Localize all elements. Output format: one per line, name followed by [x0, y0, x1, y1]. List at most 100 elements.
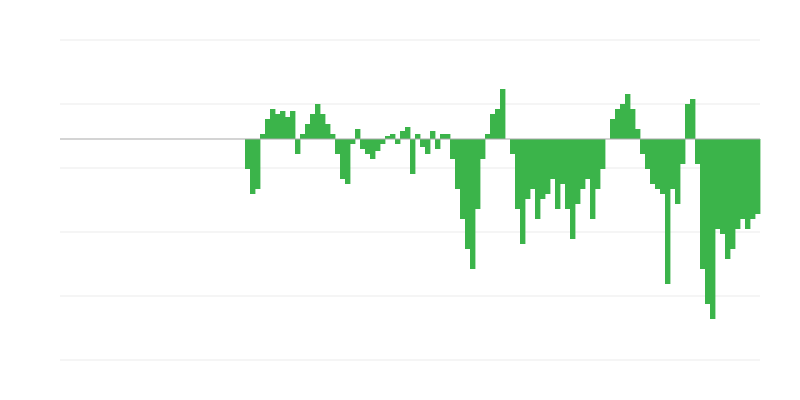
bar: [575, 139, 581, 204]
bar: [250, 139, 256, 194]
bar: [625, 94, 631, 139]
bar: [525, 139, 531, 199]
bar: [530, 139, 536, 189]
bar: [440, 134, 446, 139]
bar: [685, 104, 691, 139]
bar: [300, 134, 306, 139]
bar: [655, 139, 661, 189]
bar: [755, 139, 761, 214]
bar: [375, 139, 381, 151]
bar: [490, 114, 496, 139]
bar: [565, 139, 571, 209]
bar: [535, 139, 541, 219]
bar: [410, 139, 416, 174]
bar: [340, 139, 346, 179]
bar: [735, 139, 741, 229]
bar: [690, 99, 696, 139]
bar: [470, 139, 476, 269]
bar: [665, 139, 671, 284]
bar: [345, 139, 351, 184]
bar: [385, 136, 391, 139]
bar: [585, 139, 591, 179]
bar: [465, 139, 471, 249]
bar: [255, 139, 261, 189]
bar: [635, 129, 641, 139]
bar: [315, 104, 321, 139]
bar: [515, 139, 521, 209]
bar: [640, 139, 646, 154]
bar: [395, 139, 401, 144]
bar: [520, 139, 526, 244]
bar: [725, 139, 731, 259]
bar: [595, 139, 601, 189]
bar: [675, 139, 681, 204]
bar: [335, 139, 341, 154]
bar: [365, 139, 371, 154]
bar: [290, 111, 296, 139]
bar: [260, 134, 266, 139]
bar: [400, 131, 406, 139]
bar: [580, 139, 586, 189]
bar: [455, 139, 461, 189]
bar: [350, 139, 356, 144]
bar: [320, 114, 326, 139]
bar: [730, 139, 736, 249]
bar: [715, 139, 721, 229]
bar: [570, 139, 576, 239]
bar: [380, 139, 386, 144]
bar: [450, 139, 456, 159]
bar: [280, 111, 286, 139]
bar: [445, 134, 451, 139]
bar: [390, 134, 396, 139]
bar: [325, 124, 331, 139]
bar: [425, 139, 431, 154]
bar: [750, 139, 756, 219]
bar: [275, 114, 281, 139]
bar: [265, 119, 271, 139]
bar: [510, 139, 516, 154]
bar: [415, 134, 421, 139]
bar: [545, 139, 551, 194]
bar: [680, 139, 686, 164]
bar: [305, 124, 311, 139]
bar: [615, 109, 621, 139]
bar: [295, 139, 301, 154]
bar: [620, 104, 626, 139]
bar: [550, 139, 556, 179]
bar: [270, 109, 276, 139]
bar: [720, 139, 726, 234]
bar: [460, 139, 466, 219]
bar: [540, 139, 546, 199]
bar: [650, 139, 656, 184]
bar: [740, 139, 746, 219]
bar: [480, 139, 486, 159]
bar: [610, 119, 616, 139]
bar: [590, 139, 596, 219]
bar: [700, 139, 706, 269]
bar: [695, 139, 701, 164]
bar: [660, 139, 666, 194]
bar: [500, 89, 506, 139]
bar: [630, 109, 636, 139]
bar: [600, 139, 606, 169]
bar: [285, 117, 291, 139]
bar: [745, 139, 751, 229]
bar: [355, 129, 361, 139]
bar: [430, 131, 436, 139]
bar: [475, 139, 481, 209]
bar: [645, 139, 651, 169]
bar: [670, 139, 676, 189]
bar: [495, 109, 501, 139]
bar: [485, 134, 491, 139]
bar: [310, 114, 316, 139]
bar: [405, 127, 411, 139]
bar: [710, 139, 716, 319]
bar: [370, 139, 376, 159]
bar: [330, 134, 336, 139]
bar: [555, 139, 561, 209]
bar: [705, 139, 711, 304]
bar: [245, 139, 251, 169]
bar: [560, 139, 566, 184]
bar: [360, 139, 366, 149]
